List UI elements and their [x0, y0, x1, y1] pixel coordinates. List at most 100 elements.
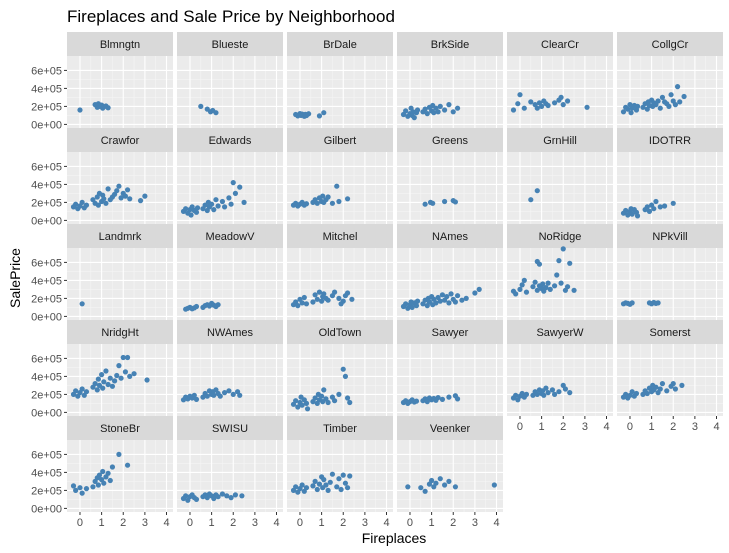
facet-label: SWISU: [212, 423, 248, 435]
data-point: [664, 388, 670, 394]
facet-label: StoneBr: [100, 423, 140, 435]
facet-brkside: BrkSide: [397, 32, 503, 128]
x-tick-label: 4: [603, 421, 609, 433]
y-tick-label: 4e+05: [31, 179, 62, 191]
panel-background: [397, 344, 503, 416]
y-tick-label: 6e+05: [31, 353, 62, 365]
data-point: [623, 207, 629, 214]
facet-label: BrDale: [323, 39, 357, 51]
facet-label: MeadowV: [206, 231, 256, 243]
facet-strip: [67, 416, 173, 440]
panel-background: [67, 56, 173, 128]
facet-label: ClearCr: [541, 39, 579, 51]
data-point: [116, 183, 122, 189]
x-tick-label: 3: [252, 517, 258, 529]
data-point: [349, 296, 355, 302]
data-point: [114, 372, 120, 379]
data-point: [230, 391, 236, 397]
data-point: [558, 280, 564, 286]
facet-strip: [397, 224, 503, 248]
y-tick-label: 6e+05: [31, 449, 62, 461]
data-point: [672, 102, 679, 108]
facet-sawyerw: SawyerW 0 1 2 3 4: [507, 320, 613, 433]
data-point: [517, 286, 523, 292]
x-tick-label: 1: [429, 517, 435, 529]
facet-brdale: BrDale: [287, 32, 393, 128]
facet-label: NridgHt: [101, 327, 138, 339]
data-point: [629, 389, 635, 395]
x-tick-label: 0: [627, 421, 633, 433]
data-point: [560, 246, 566, 252]
data-point: [344, 485, 351, 491]
data-point: [127, 196, 133, 202]
facet-label: NPkVill: [652, 231, 687, 243]
data-point: [540, 281, 546, 287]
data-point: [521, 105, 527, 111]
data-point: [310, 299, 316, 305]
data-point: [221, 204, 228, 210]
x-tick-label: 1: [209, 517, 215, 529]
data-point: [439, 396, 446, 402]
data-point: [336, 476, 342, 482]
facet-strip: [397, 32, 503, 56]
data-point: [562, 386, 569, 392]
facet-nridght: NridgHt 0e+00 2e+05 4e+05 6e+05: [31, 320, 173, 419]
y-tick-label: 0e+00: [31, 215, 62, 227]
x-tick-label: 3: [692, 421, 698, 433]
data-point: [94, 387, 100, 393]
data-point: [215, 203, 221, 209]
data-point: [338, 486, 344, 493]
data-point: [303, 485, 310, 491]
data-point: [105, 186, 111, 192]
y-tick-label: 6e+05: [31, 161, 62, 173]
data-point: [519, 282, 525, 288]
data-point: [107, 375, 113, 381]
data-point: [314, 200, 320, 206]
facet-label: Landmrk: [99, 231, 142, 243]
data-point: [213, 197, 219, 203]
data-point: [299, 482, 305, 488]
data-point: [539, 103, 545, 109]
data-point: [101, 480, 107, 486]
data-point: [543, 385, 549, 391]
data-point: [299, 300, 305, 306]
facet-strip: [287, 416, 393, 440]
x-tick-label: 0: [77, 517, 83, 529]
y-tick-label: 6e+05: [31, 65, 62, 77]
data-point: [183, 493, 189, 499]
data-point: [491, 482, 497, 488]
data-point: [625, 106, 631, 112]
facet-blmngtn: Blmngtn 0e+00 2e+05 4e+05 6e+05: [31, 32, 173, 131]
facet-strip: [397, 128, 503, 152]
x-tick-label: 1: [649, 421, 655, 433]
facet-strip: [67, 224, 173, 248]
data-point: [567, 260, 573, 266]
x-tick-label: 4: [163, 517, 169, 529]
data-point: [111, 378, 118, 384]
facet-strip: [67, 128, 173, 152]
facet-strip: [617, 224, 723, 248]
data-point: [340, 366, 346, 372]
x-tick-label: 1: [319, 517, 325, 529]
data-point: [528, 197, 534, 203]
x-tick-label: 3: [142, 517, 148, 529]
data-point: [336, 198, 342, 205]
data-point: [79, 386, 85, 392]
data-point: [79, 490, 85, 496]
facet-strip: [287, 128, 393, 152]
data-point: [215, 302, 221, 308]
panel-background: [507, 344, 613, 416]
data-point: [95, 376, 101, 382]
data-point: [114, 188, 120, 194]
facet-blueste: Blueste: [177, 32, 283, 128]
data-point: [674, 84, 681, 90]
facet-label: NWAmes: [207, 327, 254, 339]
data-point: [325, 297, 331, 303]
data-point: [515, 101, 521, 107]
data-point: [303, 301, 310, 307]
x-tick-label: 2: [230, 517, 236, 529]
data-point: [679, 382, 685, 388]
data-point: [634, 103, 641, 109]
data-point: [510, 107, 517, 113]
data-point: [209, 201, 215, 207]
